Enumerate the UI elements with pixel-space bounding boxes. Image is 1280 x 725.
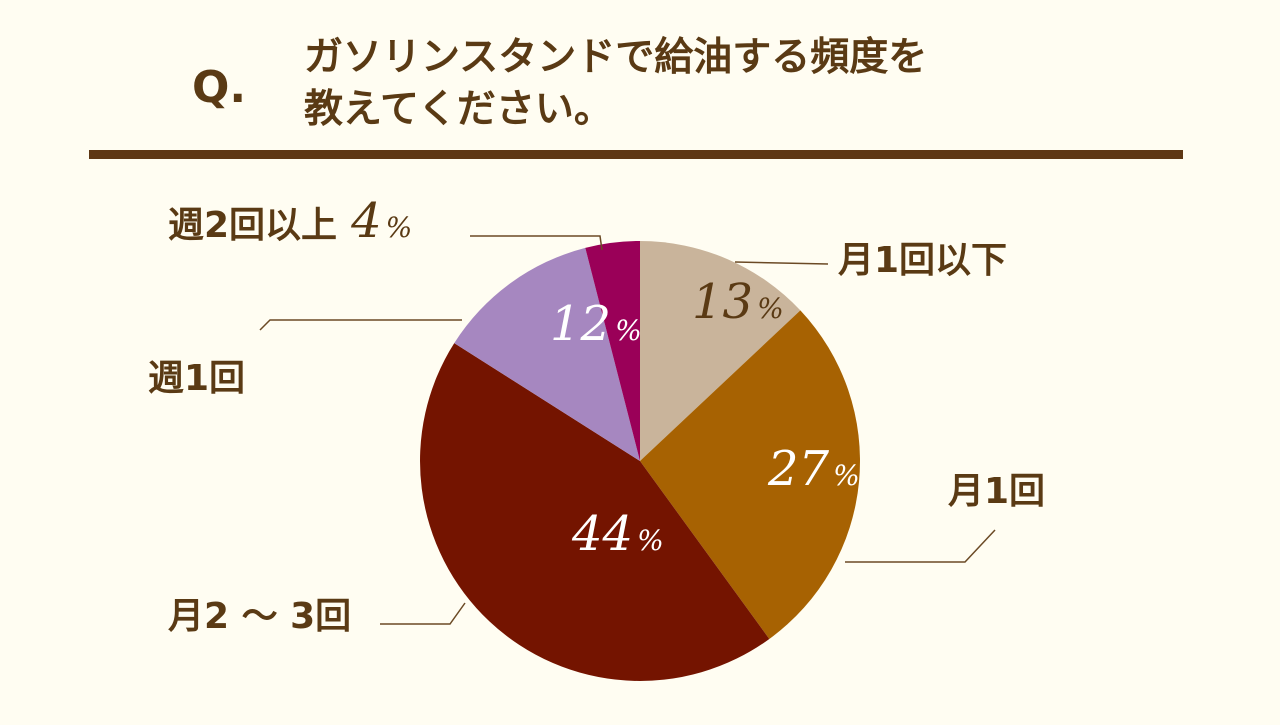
pie-slice [585, 241, 640, 461]
pie-slice [420, 343, 770, 681]
percent-label: 44% [571, 506, 664, 562]
question-line-2: 教えてください。 [304, 87, 613, 132]
percent-label: 27% [767, 441, 860, 497]
leader-line [470, 235, 603, 251]
pie-slice [640, 241, 801, 461]
pie-slice [640, 310, 860, 639]
percent-label: 13% [692, 274, 784, 330]
category-label: 週1回 [148, 358, 245, 399]
leader-line [845, 529, 996, 563]
title-divider [89, 150, 1183, 159]
category-label: 月1回 [948, 471, 1045, 512]
category-label: 月2 ～ 3回 [168, 596, 351, 637]
category-label: 月1回以下 [838, 240, 1007, 281]
leader-line [380, 602, 466, 625]
leader-line [734, 261, 829, 265]
percent-label: 12% [550, 296, 642, 352]
percent-label: 4% [350, 193, 412, 249]
question-mark: Q. [192, 62, 247, 113]
category-label: 週2回以上 [168, 205, 337, 246]
leader-line [259, 319, 462, 331]
pie-slice [454, 247, 640, 461]
question-text: ガソリンスタンドで給油する頻度を 教えてください。 [304, 32, 927, 136]
question-line-1: ガソリンスタンドで給油する頻度を [304, 35, 928, 80]
